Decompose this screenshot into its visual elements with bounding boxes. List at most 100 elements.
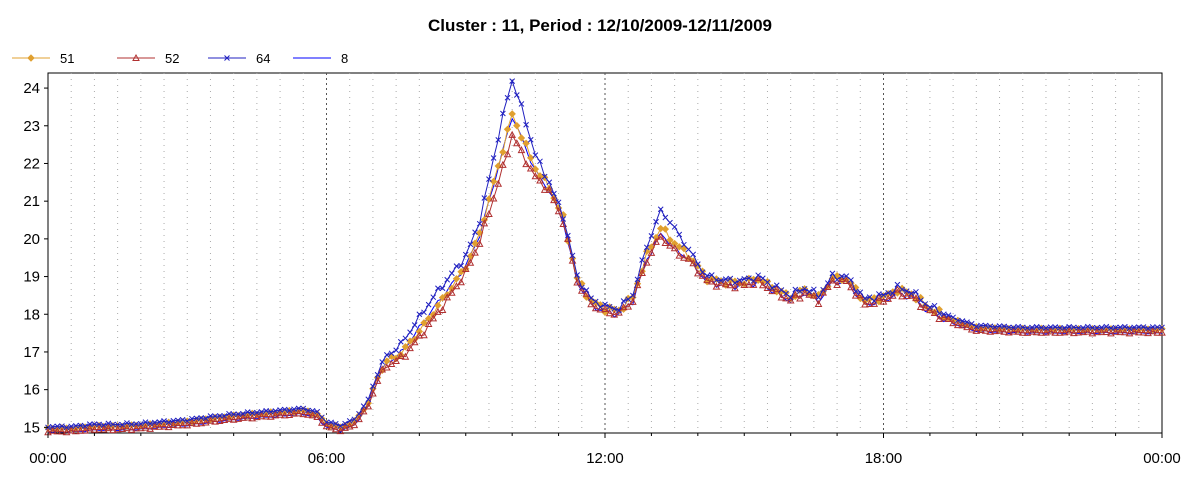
- data-point-52: [1121, 328, 1129, 336]
- data-point-64: [518, 101, 525, 107]
- legend-item-52: 52: [117, 51, 179, 66]
- data-point-52: [271, 411, 280, 419]
- data-point-64: [876, 291, 882, 297]
- data-point-64: [560, 216, 567, 222]
- data-point-64: [676, 231, 683, 238]
- data-point-64: [128, 421, 135, 428]
- data-point-64: [936, 310, 943, 317]
- data-point-64: [1043, 325, 1049, 331]
- data-point-64: [342, 420, 348, 427]
- data-point-52: [494, 179, 503, 187]
- data-point-64: [843, 273, 850, 279]
- data-point-52: [118, 424, 127, 433]
- data-point-64: [815, 294, 822, 301]
- data-point-64: [170, 417, 177, 424]
- data-point-64: [267, 409, 274, 415]
- data-point-52: [58, 427, 66, 435]
- data-point-64: [165, 419, 172, 426]
- data-point-64: [829, 270, 836, 277]
- data-point-64: [435, 285, 441, 292]
- data-point-51: [318, 414, 326, 423]
- data-point-64: [954, 317, 961, 324]
- data-point-64: [834, 276, 840, 283]
- legend-label: 64: [256, 51, 270, 66]
- data-point-64: [569, 252, 576, 259]
- data-point-64: [578, 284, 585, 291]
- data-point-52: [926, 306, 934, 314]
- data-point-64: [448, 270, 455, 277]
- data-point-64: [263, 407, 270, 414]
- data-point-52: [392, 356, 400, 364]
- data-point-52: [647, 248, 656, 256]
- data-point-52: [1097, 328, 1106, 336]
- data-point-52: [577, 286, 586, 294]
- data-point-52: [285, 410, 294, 418]
- data-point-52: [141, 423, 150, 431]
- data-point-51: [452, 275, 461, 283]
- data-point-52: [220, 415, 229, 423]
- data-point-52: [749, 280, 758, 288]
- data-point-51: [643, 247, 651, 256]
- data-point-64: [1122, 323, 1128, 330]
- data-point-64: [824, 280, 831, 286]
- data-point-52: [322, 422, 331, 430]
- data-point-52: [480, 219, 489, 227]
- data-point-64: [903, 288, 910, 294]
- data-point-52: [1023, 328, 1032, 336]
- data-point-64: [328, 419, 334, 426]
- data-point-64: [708, 272, 715, 278]
- data-point-52: [963, 323, 971, 331]
- data-point-64: [156, 419, 163, 425]
- data-point-52: [837, 274, 846, 282]
- data-point-64: [216, 413, 223, 419]
- data-point-52: [225, 414, 233, 422]
- data-point-52: [861, 300, 869, 308]
- data-point-64: [987, 323, 994, 330]
- data-point-52: [875, 293, 883, 301]
- data-point-52: [991, 327, 999, 335]
- data-point-64: [63, 424, 70, 431]
- data-point-52: [758, 281, 767, 289]
- data-point-64: [337, 423, 344, 429]
- data-point-64: [602, 301, 608, 308]
- data-point-52: [280, 411, 289, 419]
- data-point-64: [862, 295, 868, 302]
- data-point-64: [588, 295, 594, 301]
- data-point-52: [72, 427, 80, 435]
- data-point-52: [109, 426, 117, 434]
- data-point-52: [949, 319, 957, 327]
- data-point-52: [331, 425, 340, 433]
- data-point-64: [713, 277, 720, 283]
- data-point-52: [1093, 328, 1101, 336]
- legend-label: 52: [165, 51, 179, 66]
- data-point-64: [314, 408, 321, 415]
- data-point-51: [475, 229, 484, 237]
- data-point-52: [420, 331, 428, 339]
- data-point-51: [670, 239, 679, 248]
- y-tick-label: 16: [23, 382, 40, 399]
- data-point-64: [458, 262, 464, 269]
- data-point-64: [950, 314, 956, 321]
- legend-label: 51: [60, 51, 74, 66]
- data-point-64: [690, 251, 697, 258]
- data-point-64: [681, 241, 687, 248]
- data-point-64: [913, 288, 919, 295]
- data-point-52: [327, 423, 335, 431]
- data-point-52: [1130, 327, 1138, 335]
- data-point-64: [1140, 324, 1147, 330]
- data-point-52: [53, 427, 62, 435]
- data-point-64: [411, 322, 418, 328]
- data-point-52: [731, 284, 739, 292]
- data-point-52: [373, 376, 382, 384]
- data-point-64: [532, 152, 539, 159]
- data-point-64: [133, 421, 140, 427]
- data-point-64: [722, 276, 729, 282]
- data-point-64: [583, 287, 590, 294]
- data-point-64: [978, 322, 984, 329]
- data-point-52: [382, 363, 391, 371]
- data-point-52: [471, 248, 479, 256]
- data-point-64: [917, 297, 924, 304]
- data-point-52: [1018, 328, 1027, 336]
- data-point-64: [783, 290, 789, 297]
- data-point-64: [746, 275, 752, 282]
